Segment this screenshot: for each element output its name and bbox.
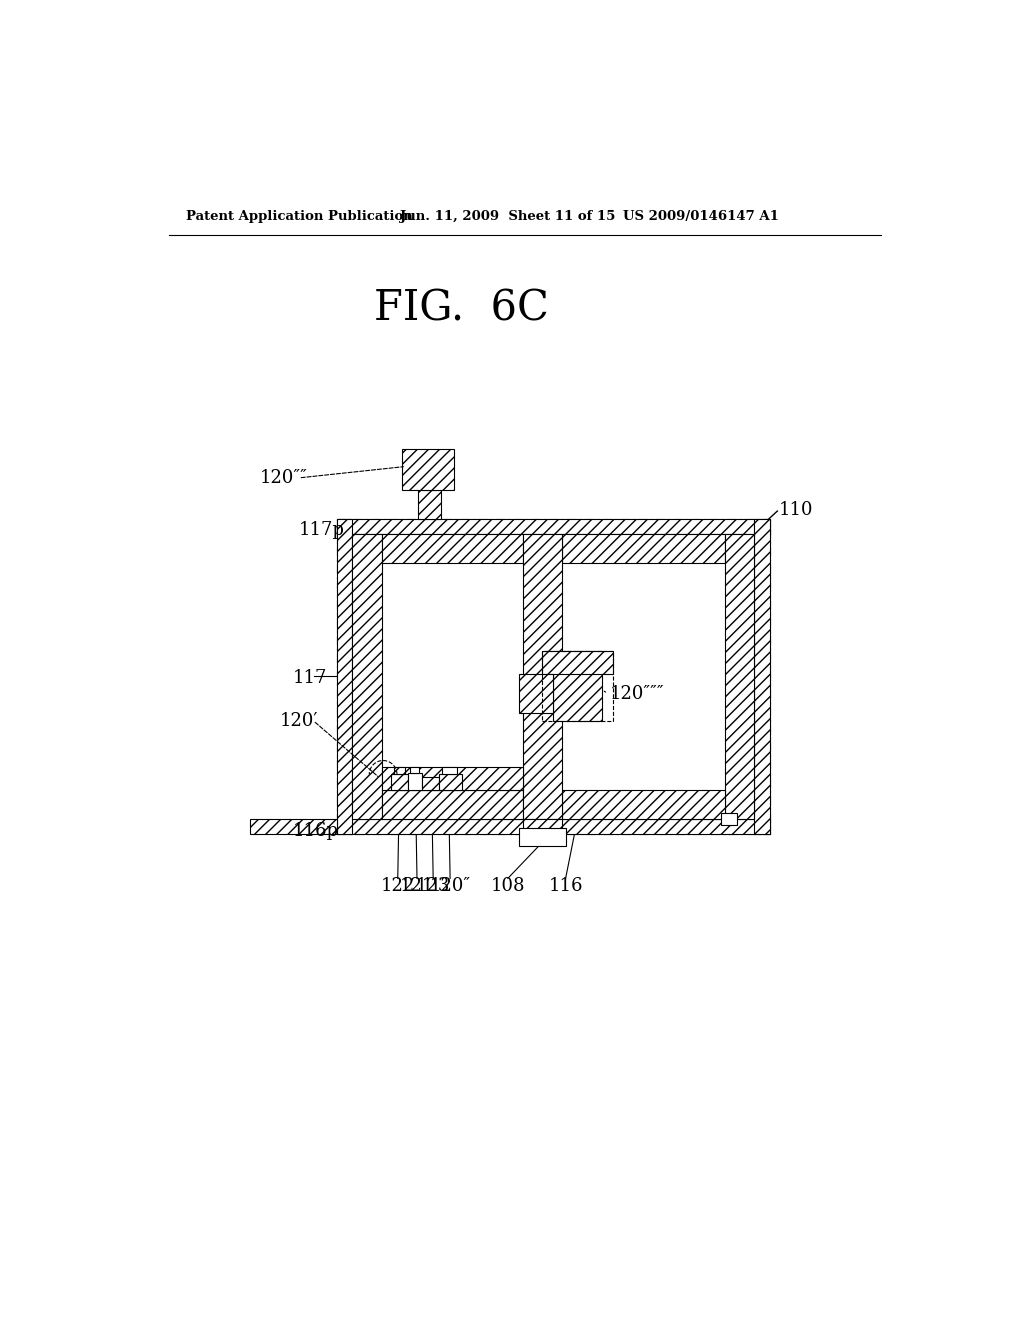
Bar [562, 535, 725, 564]
Text: 116: 116 [549, 876, 583, 895]
Bar [337, 519, 770, 834]
Text: 120″″″: 120″″″ [609, 685, 665, 702]
Text: 120′: 120′ [280, 711, 318, 730]
Text: Patent Application Publication: Patent Application Publication [186, 210, 413, 223]
Bar [542, 651, 612, 721]
Bar [553, 651, 602, 721]
Bar [725, 535, 755, 818]
Text: 117p: 117p [298, 521, 344, 540]
Text: 120″: 120″ [429, 876, 471, 895]
Bar [562, 789, 725, 818]
Bar [441, 767, 457, 775]
Bar [542, 651, 612, 675]
Bar [523, 818, 562, 834]
Bar [402, 449, 454, 490]
Text: Jun. 11, 2009  Sheet 11 of 15: Jun. 11, 2009 Sheet 11 of 15 [400, 210, 615, 223]
Bar [382, 767, 523, 789]
Bar [391, 775, 408, 789]
Bar [250, 818, 337, 834]
Bar [721, 813, 736, 825]
Bar [337, 519, 770, 535]
Bar [562, 564, 725, 818]
Text: 108: 108 [490, 876, 525, 895]
Text: 123: 123 [416, 876, 451, 895]
Text: FIG.  6C: FIG. 6C [374, 288, 549, 330]
Text: US 2009/0146147 A1: US 2009/0146147 A1 [624, 210, 779, 223]
Bar [408, 774, 422, 789]
Bar [519, 675, 553, 713]
Bar [410, 767, 419, 774]
Bar [523, 535, 562, 818]
Bar [382, 789, 523, 818]
Text: 117: 117 [292, 669, 327, 688]
Bar [755, 519, 770, 834]
Bar [337, 818, 770, 834]
Bar [422, 776, 438, 789]
Bar [337, 519, 352, 834]
Bar [519, 829, 565, 846]
Bar [418, 490, 441, 519]
Bar [438, 775, 462, 789]
Text: 121: 121 [399, 876, 434, 895]
Bar [382, 535, 523, 564]
Text: 110: 110 [779, 502, 813, 519]
Bar [394, 767, 404, 775]
Text: 122: 122 [381, 876, 415, 895]
Text: 120″″: 120″″ [260, 469, 308, 487]
Text: 116p: 116p [292, 822, 338, 841]
Bar [352, 535, 382, 818]
Bar [382, 564, 523, 789]
